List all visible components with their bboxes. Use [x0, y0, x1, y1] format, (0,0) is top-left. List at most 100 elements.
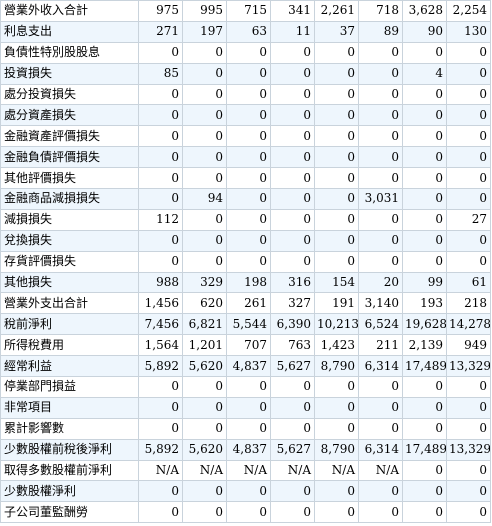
- value-cell: 0: [314, 250, 359, 273]
- table-row: 金融資產評價損失 0 0 0 0 0 0 0 0: [0, 125, 491, 148]
- value-cell: N/A: [314, 459, 359, 482]
- row-label: 負債性特別股股息: [0, 41, 139, 64]
- value-cell: 0: [358, 250, 403, 273]
- value-cell: 5,620: [182, 355, 227, 378]
- table-row: 非常項目 0 0 0 0 0 0 0 0: [0, 396, 491, 419]
- value-cell: 14,278: [446, 313, 491, 336]
- value-cell: 271: [138, 20, 183, 43]
- value-cell: 0: [314, 104, 359, 127]
- value-cell: 0: [138, 146, 183, 169]
- table-row: 其他損失 988 329 198 316 154 20 99 61: [0, 271, 491, 294]
- value-cell: 0: [182, 167, 227, 190]
- value-cell: 0: [226, 250, 271, 273]
- value-cell: 1,423: [314, 334, 359, 357]
- table-row: 存貨評價損失 0 0 0 0 0 0 0 0: [0, 250, 491, 273]
- value-cell: 191: [314, 292, 359, 315]
- value-cell: 707: [226, 334, 271, 357]
- value-cell: 0: [270, 250, 315, 273]
- row-label: 少數股權前稅後淨利: [0, 438, 139, 461]
- value-cell: 0: [138, 417, 183, 440]
- value-cell: 5,892: [138, 438, 183, 461]
- table-row: 負債性特別股股息 0 0 0 0 0 0 0 0: [0, 41, 491, 64]
- value-cell: 0: [402, 208, 447, 231]
- value-cell: 0: [182, 396, 227, 419]
- value-cell: 13,329: [446, 438, 491, 461]
- row-label: 其他評價損失: [0, 167, 139, 190]
- value-cell: 0: [138, 41, 183, 64]
- value-cell: 0: [226, 208, 271, 231]
- table-row: 處分資產損失 0 0 0 0 0 0 0 0: [0, 104, 491, 127]
- value-cell: 0: [138, 250, 183, 273]
- value-cell: 0: [446, 83, 491, 106]
- value-cell: 6,524: [358, 313, 403, 336]
- row-label: 其他損失: [0, 271, 139, 294]
- value-cell: 0: [446, 376, 491, 398]
- value-cell: 0: [314, 125, 359, 148]
- value-cell: 0: [314, 146, 359, 169]
- value-cell: 7,456: [138, 313, 183, 336]
- value-cell: 6,821: [182, 313, 227, 336]
- value-cell: 0: [226, 501, 271, 524]
- value-cell: 0: [270, 188, 315, 210]
- value-cell: 0: [402, 417, 447, 440]
- value-cell: 995: [182, 0, 227, 22]
- value-cell: 0: [446, 480, 491, 503]
- value-cell: 0: [314, 62, 359, 85]
- value-cell: 0: [270, 83, 315, 106]
- value-cell: 0: [358, 208, 403, 231]
- row-label: 減損損失: [0, 208, 139, 231]
- value-cell: 218: [446, 292, 491, 315]
- value-cell: 0: [226, 188, 271, 210]
- value-cell: 85: [138, 62, 183, 85]
- value-cell: 0: [358, 167, 403, 190]
- value-cell: 0: [226, 125, 271, 148]
- value-cell: 0: [446, 62, 491, 85]
- value-cell: 0: [226, 83, 271, 106]
- value-cell: 2,261: [314, 0, 359, 22]
- value-cell: 17,489: [402, 355, 447, 378]
- row-label: 處分資產損失: [0, 104, 139, 127]
- value-cell: 0: [270, 480, 315, 503]
- value-cell: 0: [314, 376, 359, 398]
- value-cell: 6,314: [358, 438, 403, 461]
- value-cell: 763: [270, 334, 315, 357]
- value-cell: 63: [226, 20, 271, 43]
- value-cell: 0: [138, 188, 183, 210]
- table-row: 營業外收入合計 975 995 715 341 2,261 718 3,628 2,254: [0, 0, 491, 22]
- table-row: 停業部門損益 0 0 0 0 0 0 0 0: [0, 376, 491, 398]
- value-cell: 0: [226, 376, 271, 398]
- value-cell: 0: [402, 188, 447, 210]
- row-label: 營業外支出合計: [0, 292, 139, 315]
- value-cell: 0: [138, 104, 183, 127]
- value-cell: 211: [358, 334, 403, 357]
- row-label: 子公司董監酬勞: [0, 501, 139, 524]
- value-cell: 130: [446, 20, 491, 43]
- value-cell: 0: [138, 167, 183, 190]
- value-cell: 316: [270, 271, 315, 294]
- value-cell: 0: [402, 104, 447, 127]
- value-cell: 1,564: [138, 334, 183, 357]
- value-cell: 975: [138, 0, 183, 22]
- value-cell: 0: [182, 376, 227, 398]
- value-cell: 4: [402, 62, 447, 85]
- value-cell: 0: [358, 229, 403, 252]
- value-cell: 0: [402, 83, 447, 106]
- value-cell: 0: [402, 459, 447, 482]
- value-cell: 90: [402, 20, 447, 43]
- value-cell: 0: [446, 41, 491, 64]
- value-cell: 17,489: [402, 438, 447, 461]
- value-cell: 0: [270, 208, 315, 231]
- table-row: 少數股權淨利 0 0 0 0 0 0 0 0: [0, 480, 491, 503]
- value-cell: 0: [358, 62, 403, 85]
- row-label: 非常項目: [0, 396, 139, 419]
- value-cell: 0: [226, 41, 271, 64]
- value-cell: 0: [182, 250, 227, 273]
- value-cell: 0: [358, 83, 403, 106]
- value-cell: 0: [446, 104, 491, 127]
- value-cell: 0: [138, 376, 183, 398]
- table-row: 經常利益 5,892 5,620 4,837 5,627 8,790 6,314 17,489…: [0, 355, 491, 378]
- table-row: 營業外支出合計 1,456 620 261 327 191 3,140 193 218: [0, 292, 491, 315]
- table-row: 處分投資損失 0 0 0 0 0 0 0 0: [0, 83, 491, 106]
- value-cell: 4,837: [226, 438, 271, 461]
